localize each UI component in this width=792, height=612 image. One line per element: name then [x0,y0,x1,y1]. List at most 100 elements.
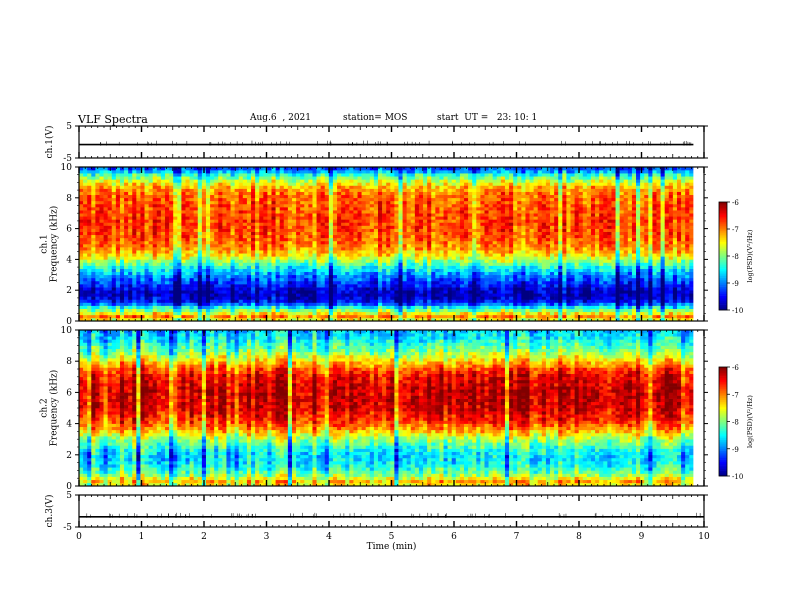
spectrogram-cell [169,229,173,232]
spectrogram-cell [145,201,149,204]
spectrogram-cell [214,201,218,204]
spectrogram-cell [153,173,157,176]
spectrogram-cell [284,204,288,207]
spectrogram-cell [120,256,124,259]
spectrogram-cell [91,213,95,216]
spectrogram-cell [239,299,243,302]
spectrogram-cell [177,192,181,195]
spectrogram-cell [259,226,263,229]
spectrogram-cell [128,192,132,195]
spectrogram-cell [251,195,255,198]
spectrogram-cell [288,189,292,192]
spectrogram-cell [145,170,149,173]
spectrogram-cell [91,244,95,247]
spectrogram-cell [173,259,177,262]
spectrogram-cell [292,256,296,259]
spectrogram-cell [140,247,144,250]
spectrogram-cell [91,238,95,241]
spectrogram-cell [128,306,132,309]
spectrogram-cell [235,262,239,265]
spectrogram-cell [218,290,222,293]
spectrogram-cell [91,256,95,259]
spectrogram-cell [304,207,308,210]
spectrogram-cell [108,213,112,216]
spectrogram-cell [292,244,296,247]
spectrogram-cell [161,312,165,315]
spectrogram-cell [251,219,255,222]
spectrogram-cell [165,259,169,262]
spectrogram-cell [104,266,108,269]
spectrogram-cell [128,219,132,222]
spectrogram-cell [231,269,235,272]
spectrogram-cell [116,247,120,250]
spectrogram-cell [181,204,185,207]
spectrogram-cell [296,195,300,198]
spectrogram-cell [190,287,194,290]
spectrogram-cell [267,185,271,188]
spectrogram-cell [136,201,140,204]
spectrogram-cell [83,182,87,185]
spectrogram-cell [255,287,259,290]
spectrogram-cell [87,278,91,281]
spectrogram-cell [226,176,230,179]
spectrogram-cell [124,235,128,238]
spectrogram-cell [185,213,189,216]
spectrogram-cell [194,244,198,247]
spectrogram-cell [145,222,149,225]
spectrogram-cell [272,229,276,232]
spectrogram-cell [198,204,202,207]
spectrogram-cell [108,192,112,195]
spectrogram-cell [267,287,271,290]
spectrogram-cell [288,306,292,309]
spectrogram-cell [194,262,198,265]
spectrogram-cell [145,309,149,312]
spectrogram-cell [247,299,251,302]
spectrogram-cell [235,179,239,182]
spectrogram-cell [243,189,247,192]
spectrogram-cell [255,189,259,192]
spectrogram-cell [263,293,267,296]
spectrogram-cell [185,235,189,238]
spectrogram-cell [120,287,124,290]
spectrogram-cell [165,281,169,284]
spectrogram-cell [173,207,177,210]
spectrogram-cell [312,213,316,216]
spectrogram-cell [149,195,153,198]
spectrogram-cell [136,303,140,306]
spectrogram-cell [292,173,296,176]
spectrogram-cell [91,259,95,262]
spectrogram-cell [226,284,230,287]
spectrogram-cell [239,235,243,238]
spectrogram-cell [181,315,185,318]
spectrogram-cell [116,222,120,225]
spectrogram-cell [95,207,99,210]
spectrogram-cell [263,195,267,198]
spectrogram-cell [161,244,165,247]
spectrogram-cell [140,266,144,269]
spectrogram-cell [99,299,103,302]
spectrogram-cell [87,192,91,195]
spectrogram-cell [296,207,300,210]
spectrogram-cell [116,299,120,302]
spectrogram-cell [165,266,169,269]
spectrogram-cell [124,259,128,262]
spectrogram-cell [312,306,316,309]
spectrogram-cell [95,173,99,176]
spectrogram-cell [247,312,251,315]
spectrogram-cell [210,269,214,272]
spectrogram-cell [308,253,312,256]
spectrogram-cell [259,176,263,179]
spectrogram-cell [95,306,99,309]
spectrogram-cell [243,250,247,253]
spectrogram-cell [161,192,165,195]
spectrogram-cell [145,244,149,247]
spectrogram-cell [153,269,157,272]
spectrogram-cell [312,262,316,265]
spectrogram-cell [308,250,312,253]
spectrogram-cell [140,232,144,235]
spectrogram-cell [99,173,103,176]
spectrogram-cell [194,315,198,318]
spectrogram-cell [112,235,116,238]
spectrogram-cell [128,247,132,250]
spectrogram-cell [149,210,153,213]
